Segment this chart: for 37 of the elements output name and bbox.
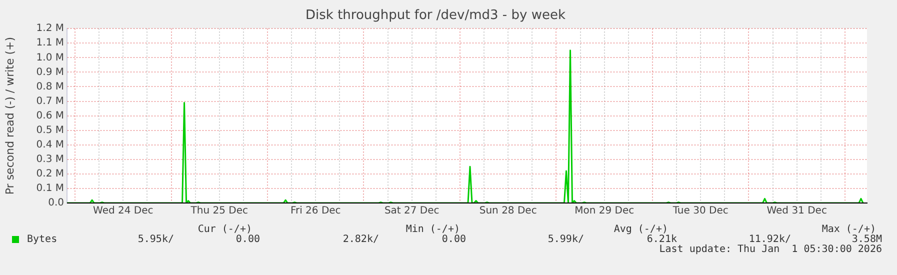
- y-tick-label: 0.5 M: [36, 124, 64, 136]
- text: Last update: Thu Jan 1 05:30:00 2026: [659, 244, 882, 256]
- y-tick-label: 0.1 M: [36, 183, 64, 194]
- x-tick-label: Fri 26 Dec: [290, 206, 341, 217]
- x-tick-label: Tue 30 Dec: [672, 206, 728, 217]
- y-tick-label: 0.4 M: [36, 139, 64, 150]
- text: Max (-/+): [822, 224, 876, 235]
- text: Cur (-/+): [198, 224, 252, 235]
- x-tick-label: Thu 25 Dec: [190, 206, 248, 217]
- text: 0.00: [442, 234, 466, 246]
- y-tick-label: 0.7 M: [36, 96, 64, 107]
- y-tick-label: 1.0 M: [36, 52, 64, 64]
- x-tick-label: Wed 24 Dec: [93, 206, 154, 217]
- text: 5.95k/: [138, 234, 174, 246]
- text: 0.00: [236, 234, 260, 246]
- chart-title: Disk throughput for /dev/md3 - by week: [306, 8, 566, 24]
- y-tick-label: 0.3 M: [36, 154, 64, 165]
- y-tick-label: 0.0: [48, 198, 64, 209]
- x-tick-label: Sun 28 Dec: [479, 206, 537, 217]
- x-tick-label: Mon 29 Dec: [574, 206, 634, 217]
- text: Min (-/+): [406, 224, 460, 235]
- text: Avg (-/+): [614, 224, 668, 235]
- text: 11.92k/: [748, 234, 791, 245]
- y-tick-label: 1.2 M: [36, 23, 64, 34]
- text: 6.21k: [646, 234, 677, 245]
- legend-label: Bytes: [27, 234, 58, 245]
- x-tick-label: Sat 27 Dec: [384, 206, 440, 217]
- text: 5.99k/: [548, 234, 584, 246]
- y-tick-label: 0.9 M: [36, 66, 64, 78]
- y-tick-label: 1.1 M: [36, 38, 64, 49]
- text: 3.58M: [852, 234, 882, 245]
- y-tick-label: 0.8 M: [36, 81, 64, 92]
- y-tick-label: 0.6 M: [36, 110, 64, 122]
- y-tick-label: 0.2 M: [36, 168, 64, 180]
- x-tick-label: Wed 31 Dec: [766, 206, 827, 217]
- text: 2.82k/: [342, 234, 379, 246]
- y-axis-title: Pr second read (-) / write (+): [3, 36, 16, 195]
